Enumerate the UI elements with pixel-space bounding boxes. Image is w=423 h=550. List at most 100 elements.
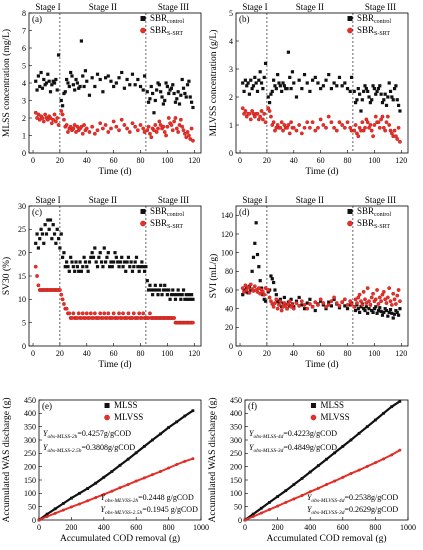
data-point	[175, 463, 179, 467]
data-point	[172, 91, 176, 96]
y-tick-label: 20	[18, 248, 26, 257]
data-point	[388, 308, 393, 312]
data-point	[94, 260, 98, 264]
data-point	[343, 81, 347, 85]
data-point	[170, 128, 175, 133]
data-point	[353, 308, 358, 313]
data-point	[175, 420, 179, 424]
data-point	[35, 88, 39, 92]
data-point	[169, 293, 174, 297]
y-tick-label: 4	[22, 79, 26, 88]
data-point	[392, 312, 397, 316]
data-point	[114, 124, 119, 129]
legend-marker	[104, 403, 110, 408]
data-point	[181, 86, 186, 90]
y-tick-label: 80	[225, 267, 233, 276]
data-point	[294, 301, 299, 305]
data-point	[128, 265, 132, 269]
data-point	[95, 265, 100, 269]
data-point	[148, 283, 152, 287]
data-point	[325, 483, 329, 487]
data-point	[362, 89, 366, 93]
data-point	[176, 288, 180, 292]
data-point	[106, 251, 110, 255]
legend-marker	[140, 16, 146, 21]
data-point	[60, 104, 65, 108]
series-red	[33, 109, 195, 143]
data-point	[355, 301, 359, 305]
data-point	[371, 310, 375, 314]
data-point	[86, 499, 90, 503]
data-point	[357, 431, 361, 435]
x-tick-label: 40	[83, 156, 91, 165]
data-point	[82, 84, 86, 89]
data-point	[174, 126, 179, 131]
data-point	[65, 260, 69, 264]
data-point	[172, 316, 177, 320]
y-tick-label: 50	[234, 502, 242, 511]
y-tick-label: 8	[22, 9, 26, 18]
data-point	[341, 445, 345, 448]
series-black	[37, 409, 195, 522]
data-point	[184, 95, 188, 99]
data-point	[173, 116, 178, 120]
data-point	[327, 300, 331, 304]
data-point	[191, 320, 195, 325]
data-point	[305, 306, 310, 311]
data-point	[253, 75, 257, 79]
data-point	[337, 75, 342, 79]
data-point	[168, 297, 172, 301]
data-point	[175, 293, 179, 297]
data-point	[356, 307, 360, 311]
data-point	[102, 246, 106, 250]
data-point	[99, 260, 104, 264]
data-point	[101, 90, 105, 94]
legend-label: SBRcontrol	[357, 13, 391, 25]
data-point	[60, 297, 65, 302]
x-axis-label: Time (d)	[98, 166, 131, 177]
data-point	[342, 125, 347, 130]
data-point	[187, 293, 191, 297]
data-point	[326, 114, 331, 119]
data-point	[247, 290, 252, 295]
data-point	[167, 288, 171, 292]
legend-marker	[140, 220, 146, 227]
data-point	[84, 311, 89, 316]
data-point	[51, 79, 55, 83]
y-tick-label: 60	[225, 286, 233, 295]
data-point	[131, 311, 136, 316]
data-point	[56, 237, 61, 241]
data-point	[284, 489, 288, 493]
data-point	[266, 95, 270, 99]
data-point	[161, 288, 165, 292]
data-point	[291, 306, 296, 311]
data-point	[291, 125, 296, 130]
data-point	[260, 117, 265, 122]
data-point	[50, 83, 54, 87]
data-point	[279, 120, 284, 125]
data-point	[187, 133, 191, 138]
data-point	[122, 260, 127, 264]
data-point	[294, 128, 299, 133]
data-point	[276, 73, 280, 77]
data-point	[370, 98, 374, 102]
y-tick-label: 450	[24, 396, 36, 405]
data-point	[33, 110, 38, 115]
data-point	[44, 81, 49, 85]
data-point	[53, 511, 57, 515]
data-point	[316, 464, 320, 467]
x-tick-label: 0	[243, 523, 247, 532]
x-tick-label: 120	[395, 156, 407, 165]
data-point	[156, 293, 160, 297]
data-point	[364, 301, 369, 305]
data-point	[39, 70, 43, 75]
data-point	[77, 86, 81, 90]
data-point	[240, 106, 245, 111]
data-point	[398, 307, 402, 311]
data-point	[79, 124, 84, 129]
data-point	[272, 78, 276, 82]
data-point	[318, 297, 323, 302]
data-point	[64, 306, 69, 311]
y-tick-label: 250	[230, 449, 242, 458]
data-point	[387, 310, 391, 314]
